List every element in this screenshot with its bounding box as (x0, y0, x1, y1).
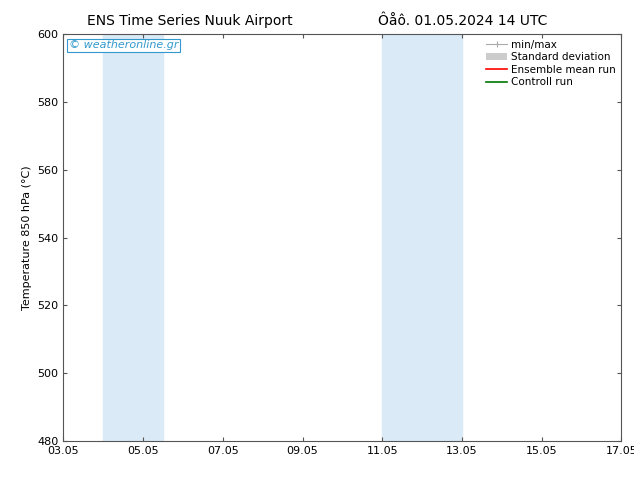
Bar (103, 34, 163, 441)
Bar (382, 34, 462, 441)
Text: Ôåô. 01.05.2024 14 UTC: Ôåô. 01.05.2024 14 UTC (378, 14, 548, 28)
Y-axis label: Temperature 850 hPa (°C): Temperature 850 hPa (°C) (22, 165, 32, 310)
Legend: min/max, Standard deviation, Ensemble mean run, Controll run: min/max, Standard deviation, Ensemble me… (484, 37, 618, 89)
Text: © weatheronline.gr: © weatheronline.gr (69, 40, 179, 50)
Text: ENS Time Series Nuuk Airport: ENS Time Series Nuuk Airport (87, 14, 293, 28)
